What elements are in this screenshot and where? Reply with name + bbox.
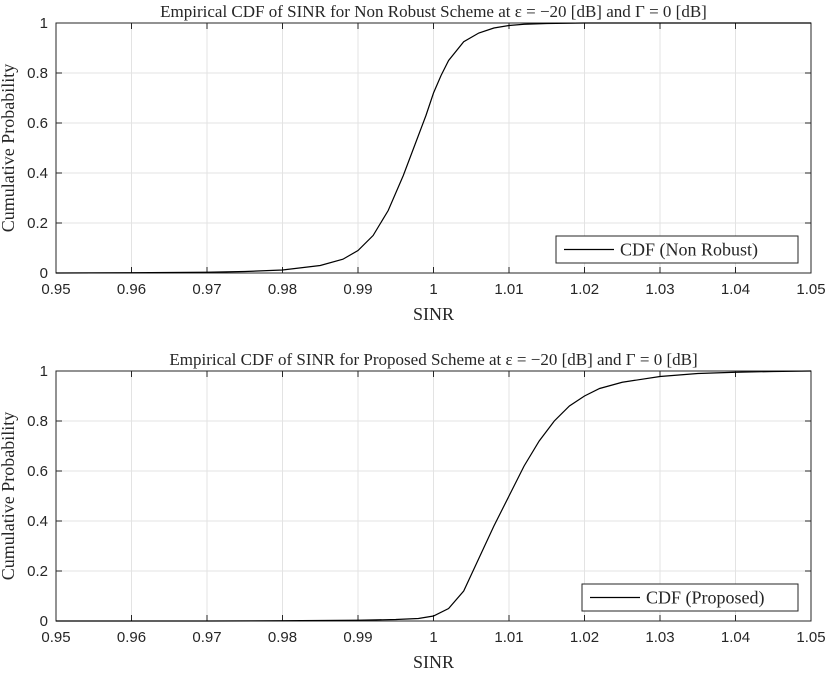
y-tick-label: 0.2 [27, 215, 48, 232]
legend-label: CDF (Proposed) [646, 588, 765, 609]
x-tick-label: 1.01 [494, 281, 523, 298]
x-tick-label: 0.99 [343, 281, 372, 298]
x-tick-label: 0.97 [192, 629, 221, 646]
y-tick-label: 0.2 [27, 563, 48, 580]
y-tick-label: 0.6 [27, 115, 48, 132]
chart-panel-1: 0.95 0.96 0.97 0.98 0.99 1 1.01 1.02 1.03 1.04 1.0… [0, 2, 826, 324]
legend: CDF (Non Robust) [555, 235, 799, 264]
series-line [56, 370, 812, 622]
x-tick-label: 0.96 [117, 281, 146, 298]
y-axis-label: Cumulative Probability [0, 64, 18, 233]
legend: CDF (Proposed) [581, 583, 799, 612]
chart-panel-2: 0.95 0.96 0.97 0.98 0.99 1 1.01 1.02 1.03 1.04 1.0… [0, 350, 826, 672]
series-line [55, 22, 811, 274]
y-tick-label: 0.6 [27, 463, 48, 480]
x-tick-label: 0.95 [41, 281, 70, 298]
x-tick-label: 1.03 [645, 629, 674, 646]
legend-label: CDF (Non Robust) [620, 240, 758, 261]
y-tick-label: 1 [40, 15, 48, 32]
chart-title: Empirical CDF of SINR for Non Robust Sch… [160, 2, 707, 21]
y-tick-label: 0.8 [27, 413, 48, 430]
x-tick-label: 1 [429, 629, 437, 646]
x-tick-label: 1.05 [796, 629, 825, 646]
y-tick-label: 0.8 [27, 65, 48, 82]
x-axis-label: SINR [413, 304, 454, 324]
x-tick-label: 1.05 [796, 281, 825, 298]
x-tick-label: 0.99 [343, 629, 372, 646]
x-tick-label: 0.95 [41, 629, 70, 646]
y-tick-label: 1 [40, 363, 48, 380]
x-tick-label: 0.96 [117, 629, 146, 646]
y-tick-label: 0.4 [27, 513, 48, 530]
x-tick-label: 1.01 [494, 629, 523, 646]
x-tick-label: 1.04 [721, 629, 750, 646]
x-tick-label: 1.04 [721, 281, 750, 298]
y-tick-label: 0 [40, 265, 48, 282]
x-tick-label: 1.02 [570, 629, 599, 646]
x-tick-label: 1.02 [570, 281, 599, 298]
y-tick-label: 0 [40, 613, 48, 630]
x-tick-label: 0.98 [268, 629, 297, 646]
x-axis-label: SINR [413, 652, 454, 672]
y-tick-label: 0.4 [27, 165, 48, 182]
x-tick-label: 0.98 [268, 281, 297, 298]
y-axis-label: Cumulative Probability [0, 412, 18, 581]
chart-title: Empirical CDF of SINR for Proposed Schem… [169, 350, 697, 369]
x-tick-label: 1.03 [645, 281, 674, 298]
x-tick-label: 0.97 [192, 281, 221, 298]
x-tick-label: 1 [429, 281, 437, 298]
